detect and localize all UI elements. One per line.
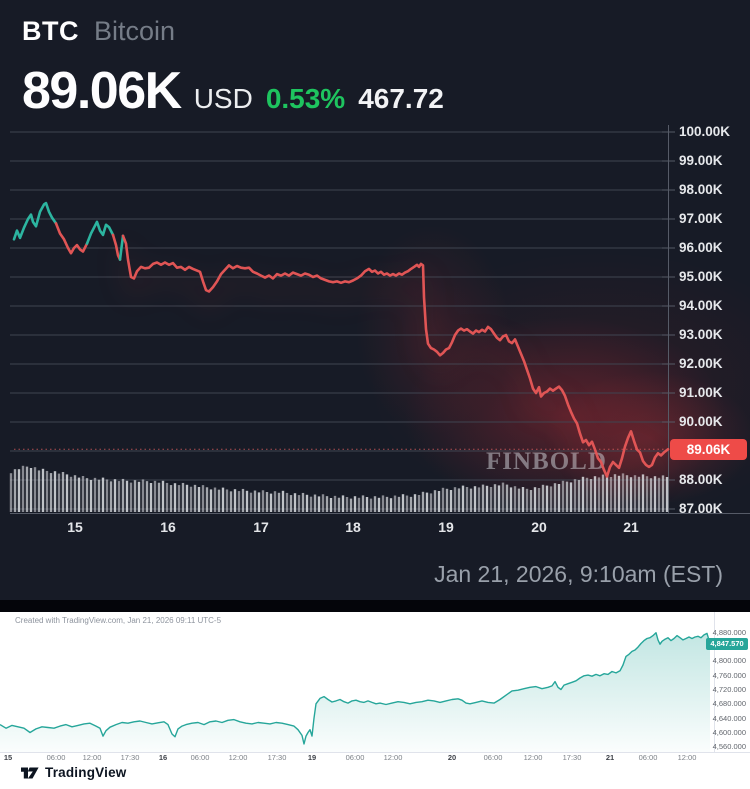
x-axis-label: 15 [67,519,83,535]
tradingview-logo-text: TradingView [45,765,127,780]
y-axis-label: 93.00K [679,327,723,342]
current-price-badge: 89.06K [670,438,747,460]
asset-symbol: BTC [22,16,79,46]
price-currency: USD [193,83,253,114]
y-axis-label: 87.00K [679,501,723,516]
timestamp: Jan 21, 2026, 9:10am (EST) [434,561,723,587]
y-axis-label: 94.00K [679,298,723,313]
price-row: 89.06K USD 0.53% 467.72 [22,61,444,121]
y-axis-label: 98.00K [679,182,723,197]
tradingview-panel-background [0,612,750,789]
y-axis-label: 95.00K [679,269,723,284]
x-axis-label: 18 [345,519,361,535]
price-value: 89.06K [22,62,182,120]
symbol-row: BTC Bitcoin [22,16,444,47]
x-axis-label: 17 [253,519,269,535]
x-axis-label: 21 [623,519,639,535]
y-axis-label: 100.00K [679,124,731,139]
y-axis-label: 99.00K [679,153,723,168]
y-axis-label: 90.00K [679,414,723,429]
y-axis-label: 97.00K [679,211,723,226]
header: BTC Bitcoin 89.06K USD 0.53% 467.72 [22,16,444,121]
x-axis-label: 16 [160,519,176,535]
x-axis-label: 20 [531,519,547,535]
divider-bar [0,600,750,612]
y-axis-label: 91.00K [679,385,723,400]
y-axis-label: 88.00K [679,472,723,487]
tradingview-logo[interactable]: TradingView [21,765,126,780]
tradingview-logo-icon [21,767,39,778]
y-axis-label: 96.00K [679,240,723,255]
asset-name: Bitcoin [94,16,176,46]
change-percent: 0.53% [265,83,346,114]
x-axis-label: 19 [438,519,454,535]
finbold-watermark: FINBOLD [486,448,607,475]
y-axis-label: 92.00K [679,356,723,371]
change-absolute: 467.72 [358,83,444,114]
